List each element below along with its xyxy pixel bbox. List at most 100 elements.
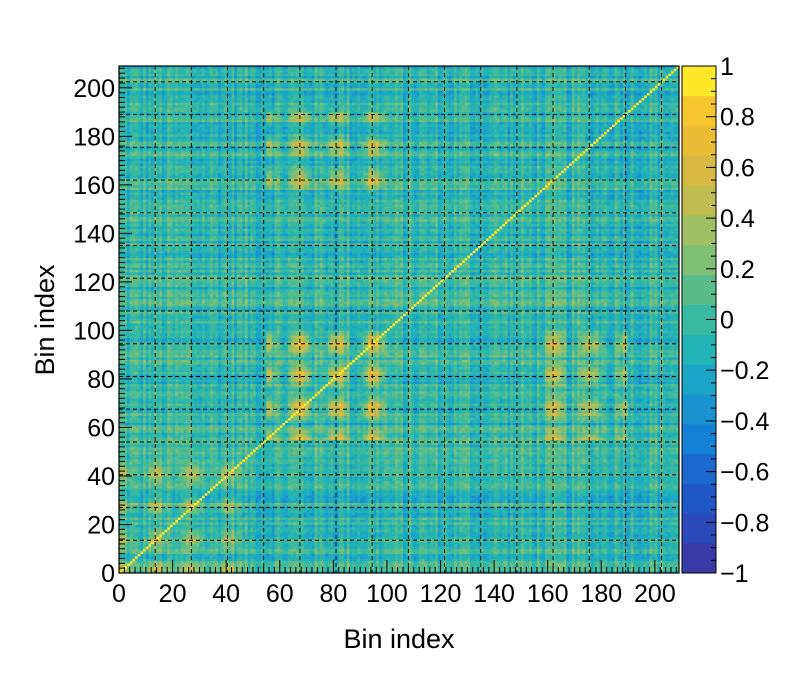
heatmap-cell [441, 554, 444, 557]
heatmap-cell [224, 544, 227, 547]
heatmap-cell [162, 537, 165, 540]
heatmap-cell [242, 541, 245, 544]
heatmap-cell [411, 532, 414, 535]
heatmap-cell [663, 537, 666, 540]
heatmap-cell [269, 532, 272, 535]
heatmap-cell [620, 549, 623, 552]
heatmap-cell [446, 554, 449, 557]
heatmap-cell [526, 529, 529, 532]
heatmap-cell [481, 546, 484, 549]
heatmap-cell [671, 556, 674, 559]
heatmap-cell [173, 556, 176, 559]
heatmap-cell [325, 541, 328, 544]
heatmap-cell [666, 534, 669, 537]
heatmap-cell [620, 539, 623, 542]
heatmap-cell [430, 561, 433, 564]
heatmap-cell [253, 544, 256, 547]
heatmap-cell [387, 556, 390, 559]
heatmap-cell [157, 558, 160, 561]
heatmap-cell [384, 556, 387, 559]
heatmap-cell [218, 558, 221, 561]
heatmap-cell [127, 554, 130, 557]
heatmap-cell [282, 534, 285, 537]
heatmap-cell [347, 558, 350, 561]
heatmap-cell [140, 549, 143, 552]
heatmap-cell [384, 534, 387, 537]
heatmap-cell [132, 558, 135, 561]
heatmap-cell [462, 541, 465, 544]
heatmap-cell [130, 527, 133, 530]
heatmap-cell [282, 563, 285, 566]
heatmap-cell [360, 534, 363, 537]
heatmap-cell [189, 554, 192, 557]
heatmap-cell [347, 524, 350, 527]
heatmap-cell [499, 546, 502, 549]
heatmap-cell [325, 527, 328, 530]
heatmap-cell [497, 544, 500, 547]
heatmap-cell [414, 558, 417, 561]
heatmap-cell [374, 544, 377, 547]
heatmap-cell [202, 544, 205, 547]
heatmap-cell [357, 541, 360, 544]
heatmap-cell [165, 551, 168, 554]
heatmap-cell [151, 544, 154, 547]
heatmap-cell [159, 551, 162, 554]
heatmap-cell [207, 539, 210, 542]
heatmap-cell [435, 546, 438, 549]
heatmap-cell [521, 558, 524, 561]
heatmap-cell [253, 561, 256, 564]
heatmap-cell [465, 541, 468, 544]
heatmap-cell [237, 561, 240, 564]
heatmap-cell [505, 546, 508, 549]
heatmap-cell [561, 546, 564, 549]
heatmap-cell [328, 556, 331, 559]
heatmap-cell [449, 534, 452, 537]
heatmap-cell [435, 563, 438, 566]
heatmap-cell [430, 534, 433, 537]
heatmap-cell [615, 527, 618, 530]
heatmap-cell [390, 544, 393, 547]
heatmap-cell [232, 541, 235, 544]
heatmap-cell [387, 554, 390, 557]
heatmap-cell [390, 551, 393, 554]
heatmap-cell [148, 546, 151, 549]
heatmap-cell [596, 561, 599, 564]
heatmap-cell [561, 558, 564, 561]
heatmap-cell [207, 537, 210, 540]
heatmap-cell [304, 556, 307, 559]
heatmap-cell [237, 532, 240, 535]
heatmap-cell [451, 563, 454, 566]
heatmap-cell [173, 546, 176, 549]
heatmap-cell [272, 561, 275, 564]
heatmap-cell [561, 561, 564, 564]
heatmap-cell [146, 563, 149, 566]
heatmap-cell [186, 529, 189, 532]
heatmap-cell [173, 534, 176, 537]
heatmap-cell [510, 549, 513, 552]
heatmap-cell [272, 529, 275, 532]
heatmap-cell [178, 527, 181, 530]
heatmap-cell [264, 534, 267, 537]
heatmap-cell [414, 563, 417, 566]
heatmap-cell [307, 537, 310, 540]
heatmap-cell [272, 551, 275, 554]
heatmap-cell [666, 537, 669, 540]
heatmap-cell [320, 551, 323, 554]
heatmap-cell [478, 546, 481, 549]
heatmap-cell [272, 549, 275, 552]
heatmap-cell [323, 524, 326, 527]
heatmap-cell [194, 558, 197, 561]
heatmap-cell [633, 554, 636, 557]
heatmap-cell [435, 529, 438, 532]
heatmap-cell [639, 558, 642, 561]
heatmap-cell [623, 532, 626, 535]
heatmap-cell [390, 529, 393, 532]
heatmap-cell [250, 524, 253, 527]
heatmap-cell [671, 546, 674, 549]
heatmap-cell [529, 539, 532, 542]
heatmap-cell [526, 534, 529, 537]
heatmap-cell [293, 561, 296, 564]
heatmap-cell [486, 527, 489, 530]
heatmap-cell [282, 546, 285, 549]
heatmap-cell [660, 546, 663, 549]
